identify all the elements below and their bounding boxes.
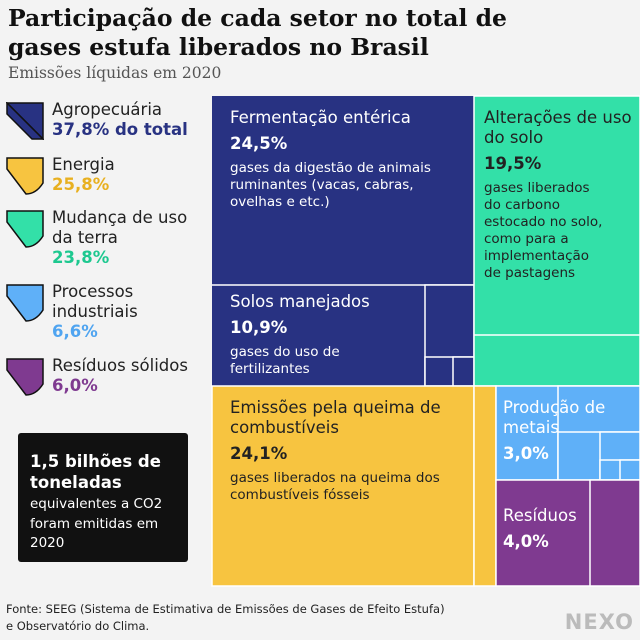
- tile-name: Emissões pela queima de combustíveis: [230, 398, 441, 437]
- tile-percentage: 10,9%: [230, 318, 288, 337]
- total-headline: 1,5 bilhões de toneladas: [30, 452, 161, 492]
- source-note: Fonte: SEEG (Sistema de Estimativa de Em…: [6, 602, 445, 633]
- tile-label-queima-combustiveis: Emissões pela queima de combustíveis 24,…: [230, 398, 450, 504]
- legend-label: Mudança de uso da terra: [52, 208, 188, 247]
- legend-percentage: 23,8%: [52, 248, 110, 267]
- legend-swatch-icon: [6, 284, 44, 322]
- tile-residuos-minor: [589, 479, 640, 587]
- legend-percentage: 6,6%: [52, 322, 98, 341]
- total-emissions-box: 1,5 bilhões de toneladas equivalentes a …: [18, 433, 188, 562]
- tile-energia-minor: [473, 385, 497, 587]
- chart-subtitle: Emissões líquidas em 2020: [8, 64, 222, 82]
- tile-alteracoes-uso-solo: [473, 95, 640, 387]
- tile-label-fermentacao: Fermentação entérica 24,5% gases da dige…: [230, 108, 465, 211]
- nexo-logo: NEXO: [564, 610, 634, 634]
- tile-agro-minor: [452, 356, 475, 387]
- tile-description: gases liberados do carbono estocado no s…: [484, 180, 603, 281]
- tile-queima-combustiveis: [211, 385, 475, 587]
- tile-percentage: 19,5%: [484, 154, 542, 173]
- tile-percentage: 24,1%: [230, 444, 288, 463]
- legend-percentage: 37,8% do total: [52, 120, 188, 139]
- legend-swatch-icon: [6, 102, 44, 140]
- tile-description: gases do uso de fertilizantes: [230, 344, 340, 377]
- tile-percentage: 24,5%: [230, 134, 288, 153]
- chart-title: Participação de cada setor no total de g…: [8, 4, 507, 61]
- tile-percentage: 4,0%: [503, 532, 549, 551]
- tile-name: Solos manejados: [230, 292, 370, 311]
- tile-description: gases liberados na queima dos combustíve…: [230, 470, 440, 503]
- tile-percentage: 3,0%: [503, 444, 549, 463]
- total-description: equivalentes a CO2 foram emitidas em 202…: [30, 496, 163, 551]
- tile-label-producao-metais: Produção de metais 3,0%: [503, 398, 633, 464]
- legend-swatch-icon: [6, 358, 44, 396]
- legend-label: Energia: [52, 155, 115, 174]
- tile-name: Produção de metais: [503, 398, 606, 437]
- legend-percentage: 25,8%: [52, 175, 110, 194]
- legend-swatch-icon: [6, 157, 44, 195]
- tile-name: Alterações de uso do solo: [484, 108, 632, 147]
- tile-label-residuos: Resíduos 4,0%: [503, 506, 633, 552]
- tile-name: Fermentação entérica: [230, 108, 411, 127]
- tile-label-solos-manejados: Solos manejados 10,9% gases do uso de fe…: [230, 292, 420, 378]
- tile-label-alteracoes-uso-solo: Alterações de uso do solo 19,5% gases li…: [484, 108, 634, 282]
- tile-description: gases da digestão de animais ruminantes …: [230, 160, 431, 210]
- legend-label: Processos industriais: [52, 282, 138, 321]
- legend-label: Agropecuária: [52, 100, 163, 119]
- legend-percentage: 6,0%: [52, 376, 98, 395]
- legend-label: Resíduos sólidos: [52, 356, 188, 375]
- legend-swatch-icon: [6, 210, 44, 248]
- tile-name: Resíduos: [503, 506, 577, 525]
